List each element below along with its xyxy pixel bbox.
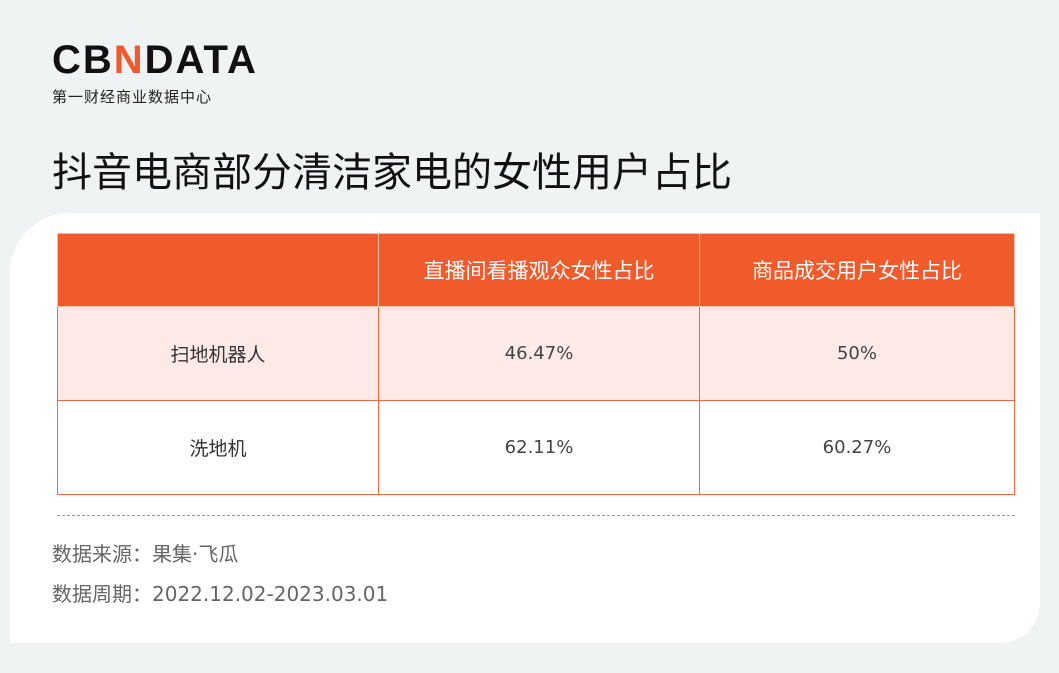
logo-subtitle: 第一财经商业数据中心: [52, 88, 213, 106]
header-cell: [57, 233, 379, 307]
header-cell: 商品成交用户女性占比: [699, 233, 1015, 307]
divider: [57, 515, 1015, 516]
cbndata-logo: CBNDATA 第一财经商业数据中心: [52, 40, 258, 107]
data-source: 数据来源：果集·飞瓜: [52, 542, 239, 566]
table-row: 洗地机 62.11% 60.27%: [57, 400, 1015, 495]
data-period: 数据周期：2022.12.02-2023.03.01: [52, 582, 389, 606]
data-table: 直播间看播观众女性占比 商品成交用户女性占比 扫地机器人 46.47% 50% …: [57, 233, 1015, 495]
logo-text-n: N: [113, 38, 145, 82]
table-cell: 46.47%: [378, 306, 700, 401]
header-cell: 直播间看播观众女性占比: [378, 233, 700, 307]
row-label: 洗地机: [57, 400, 379, 495]
logo-text: CB: [52, 38, 114, 82]
table-header-row: 直播间看播观众女性占比 商品成交用户女性占比: [57, 233, 1015, 307]
page-title: 抖音电商部分清洁家电的女性用户占比: [52, 150, 732, 196]
row-label: 扫地机器人: [57, 306, 379, 401]
logo-text-post: DATA: [144, 38, 258, 82]
table-cell: 50%: [699, 306, 1015, 401]
table-cell: 62.11%: [378, 400, 700, 495]
table-cell: 60.27%: [699, 400, 1015, 495]
table-row: 扫地机器人 46.47% 50%: [57, 306, 1015, 401]
